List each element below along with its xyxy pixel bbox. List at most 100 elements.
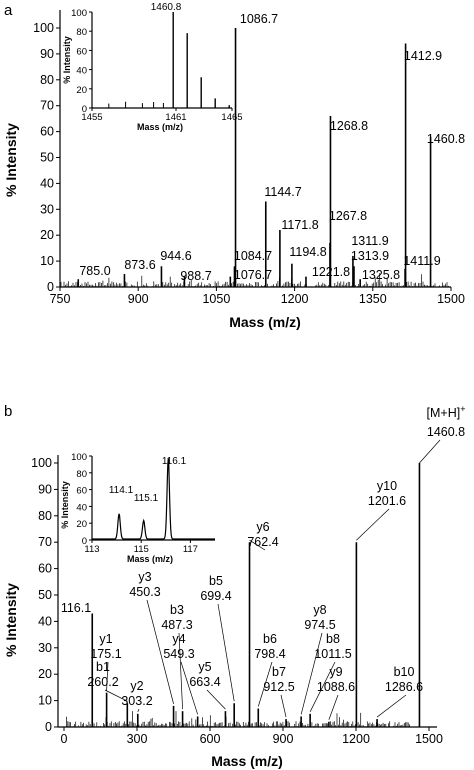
panel-b-ion-name: y8 bbox=[313, 603, 326, 617]
panel-b-ion-name: y6 bbox=[256, 520, 269, 534]
panel-b-inset-x-tick-label: 115 bbox=[134, 544, 149, 555]
panel-a-inset-y-tick-label: 40 bbox=[76, 66, 87, 77]
panel-b-ion-mass: 487.3 bbox=[161, 618, 192, 632]
panel-b-label: b bbox=[4, 403, 12, 420]
panel-b-inset-peak-label-2: 115.1 bbox=[134, 493, 159, 504]
panel-a-peak-label: 1268.8 bbox=[330, 119, 368, 133]
panel-b-leader-line bbox=[309, 661, 336, 712]
panel-b-inset-peak-label-3: 116.1 bbox=[162, 456, 187, 467]
panel-b-ion-mass: 549.3 bbox=[163, 647, 194, 661]
panel-b-inset-y-tick-label: 20 bbox=[76, 519, 87, 530]
panel-b-y-axis-title: % Intensity bbox=[3, 583, 19, 657]
panel-b-ion-name: y2 bbox=[130, 679, 143, 693]
panel-b-inset-y-tick-label: 100 bbox=[71, 452, 87, 463]
panel-a-inset-y-tick-label: 20 bbox=[76, 85, 87, 96]
panel-a-peak-label: 1267.8 bbox=[329, 209, 367, 223]
panel-b-peak-label: y6 762.4 bbox=[247, 520, 278, 549]
panel-b-leader-line bbox=[300, 632, 323, 715]
panel-a-label: a bbox=[4, 2, 13, 19]
panel-a-peak-label: 1411.9 bbox=[403, 254, 440, 268]
panel-b-y-tick-label: 60 bbox=[38, 562, 52, 576]
panel-a-peak-label: 944.6 bbox=[160, 249, 191, 263]
panel-a: a % Intensity Mass (m/z) 0 10 20 30 40 50 60 70… bbox=[3, 2, 465, 330]
panel-a-y-axis-title: % Intensity bbox=[3, 123, 19, 197]
panel-b-x-tick-label: 1200 bbox=[342, 732, 370, 746]
panel-a-x-tick-label: 750 bbox=[50, 292, 71, 306]
panel-b-leader-line bbox=[328, 694, 339, 720]
panel-a-y-tick-label: 30 bbox=[40, 202, 54, 216]
panel-a-x-tick-label: 1350 bbox=[359, 292, 387, 306]
panel-a-x-tick-label: 1200 bbox=[281, 292, 309, 306]
panel-b-ion-name: b1 bbox=[96, 660, 110, 674]
panel-b-ion-mass: 974.5 bbox=[304, 618, 335, 632]
panel-b-ion-name: b7 bbox=[272, 665, 286, 679]
panel-a-y-tick-label: 70 bbox=[40, 99, 54, 113]
panel-b-ion-mass: 663.4 bbox=[189, 675, 220, 689]
panel-b-y-tick-label: 90 bbox=[38, 482, 52, 496]
panel-a-peak-label: 1221.8 bbox=[312, 265, 350, 279]
panel-b-leader-line bbox=[104, 689, 128, 702]
panel-a-inset-y-tick-label: 100 bbox=[71, 8, 87, 19]
panel-a-peak-label: 873.6 bbox=[124, 258, 155, 272]
panel-a-y-tick-label: 40 bbox=[40, 176, 54, 190]
panel-b-leader-line bbox=[280, 694, 287, 718]
panel-b-inset-y-tick-label: 0 bbox=[82, 536, 87, 547]
panel-b-leader-line bbox=[376, 694, 407, 718]
panel-b-inset-x-tick-label: 113 bbox=[84, 544, 99, 555]
panel-b-ion-name: b5 bbox=[209, 574, 223, 588]
panel-a-peak-label: 1311.9 bbox=[351, 234, 388, 248]
panel-b-y-tick-label: 10 bbox=[38, 694, 52, 708]
precursor-ion-label: [M+H]+ bbox=[427, 404, 466, 420]
panel-a-y-tick-label: 50 bbox=[40, 151, 54, 165]
panel-b-ion-name: y1 bbox=[99, 632, 112, 646]
panel-b-ion-mass: 175.1 bbox=[90, 647, 121, 661]
panel-a-peak-label: 785.0 bbox=[79, 264, 110, 278]
panel-b: b % Intensity Mass (m/z) 0 10 20 30 40 50 60 70… bbox=[3, 403, 465, 769]
panel-b-y-tick-label: 0 bbox=[45, 720, 52, 734]
panel-b-inset-peak-label-1: 114.1 bbox=[109, 485, 134, 496]
panel-a-inset-x-tick-label: 1455 bbox=[81, 112, 102, 123]
panel-a-inset-y-tick-label: 0 bbox=[82, 104, 87, 115]
panel-a-y-tick-label: 20 bbox=[40, 228, 54, 242]
panel-a-inset-peaks bbox=[108, 12, 230, 108]
panel-b-peak-label: y1 175.1 bbox=[90, 632, 121, 661]
panel-b-y-tick-label: 70 bbox=[38, 535, 52, 549]
panel-b-ion-name: y4 bbox=[172, 632, 185, 646]
panel-b-inset-ticks: 0 20 40 60 80 100 113 115 117 bbox=[71, 452, 198, 555]
panel-b-ion-mass: 699.4 bbox=[200, 589, 231, 603]
panel-a-peak-label: 1084.7 bbox=[234, 249, 272, 263]
precursor-ion-charge: + bbox=[460, 404, 465, 414]
panel-b-peak-labels: 116.1 y1 175.1b1 260.2 y2 303.2 y3 450.3b3 487.3… bbox=[61, 439, 441, 720]
panel-b-peak-label: y2 303.2 bbox=[121, 679, 152, 708]
panel-b-ion-name: y10 bbox=[377, 479, 397, 493]
panel-a-inset-ticks: 0 20 40 60 80 100 1455 1461 1465 bbox=[71, 8, 242, 123]
panel-b-inset-x-axis-title: Mass (m/z) bbox=[127, 554, 173, 564]
panel-b-peak-label: b1 260.2 bbox=[87, 660, 118, 689]
panel-b-ion-name: b6 bbox=[263, 632, 277, 646]
panel-b-leader-line bbox=[178, 632, 183, 710]
panel-b-ion-mass: 798.4 bbox=[254, 647, 285, 661]
panel-a-peak-label: 988.7 bbox=[180, 269, 211, 283]
panel-b-peak-label: b3 487.3 bbox=[161, 603, 192, 632]
panel-b-y-tick-label: 80 bbox=[38, 509, 52, 523]
panel-b-ion-name: y5 bbox=[198, 660, 211, 674]
panel-b-ion-mass: 450.3 bbox=[129, 585, 160, 599]
panel-b-y-tick-label: 50 bbox=[38, 588, 52, 602]
panel-b-inset: % Intensity Mass (m/z) 114.1 115.1 116.1… bbox=[60, 452, 215, 564]
panel-b-peak-label: 116.1 bbox=[61, 601, 91, 615]
panel-b-x-tick-label: 900 bbox=[273, 732, 294, 746]
panel-b-peak-label: y9 1088.6 bbox=[317, 665, 355, 694]
panel-b-peaks bbox=[91, 463, 421, 727]
panel-b-inset-peaks bbox=[91, 458, 215, 540]
panel-a-y-tick-label: 80 bbox=[40, 73, 54, 87]
panel-b-peak-label: y10 1201.6 bbox=[368, 479, 406, 508]
panel-a-peak-label: 1194.8 bbox=[289, 245, 326, 259]
panel-b-ion-mass: 260.2 bbox=[87, 675, 118, 689]
panel-b-noise-path bbox=[66, 711, 410, 727]
precursor-ion-name: [M+H] bbox=[427, 406, 461, 420]
panel-a-y-tick-label: 0 bbox=[47, 280, 54, 294]
panel-b-peak-label: y3 450.3 bbox=[129, 570, 160, 599]
panel-a-noise-path bbox=[60, 273, 449, 287]
panel-a-x-tick-label: 1050 bbox=[202, 292, 230, 306]
